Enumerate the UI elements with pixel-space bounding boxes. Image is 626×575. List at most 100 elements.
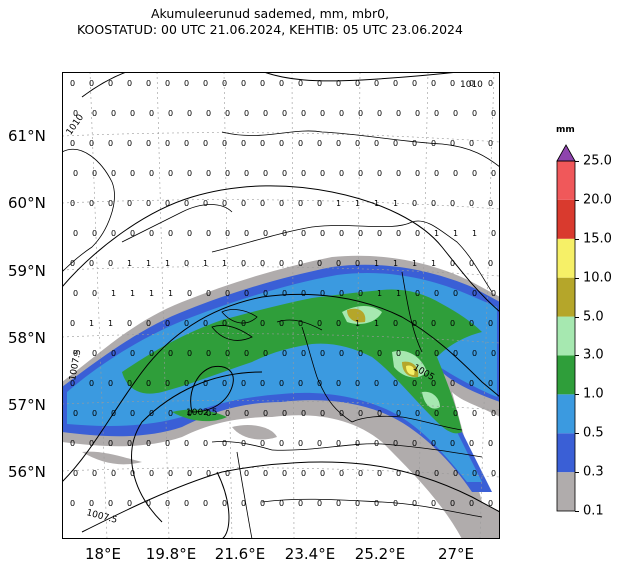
grid-value: 0: [260, 79, 265, 88]
grid-value: 1: [146, 259, 151, 268]
grid-value: 0: [434, 469, 439, 478]
grid-value: 0: [187, 289, 192, 298]
grid-value: 0: [111, 169, 116, 178]
colorbar-level-label: 20.0: [583, 192, 612, 208]
grid-value: 0: [130, 409, 135, 418]
grid-value: 0: [168, 109, 173, 118]
colorbar-segment: [557, 199, 575, 239]
grid-value: 0: [412, 379, 417, 388]
grid-value: 0: [450, 499, 455, 508]
grid-value: 0: [111, 109, 116, 118]
grid-value: 0: [187, 469, 192, 478]
grid-value: 0: [203, 79, 208, 88]
grid-value: 0: [241, 139, 246, 148]
grid-value: 0: [130, 349, 135, 358]
grid-value: 0: [168, 169, 173, 178]
grid-value: 0: [168, 349, 173, 358]
grid-value: 0: [149, 349, 154, 358]
grid-value: 0: [358, 109, 363, 118]
grid-value: 0: [260, 499, 265, 508]
grid-value: 0: [130, 229, 135, 238]
grid-value: 0: [491, 109, 496, 118]
grid-value: 1: [396, 289, 401, 298]
grid-value: 0: [488, 79, 493, 88]
grid-value: 0: [263, 409, 268, 418]
grid-value: 0: [168, 229, 173, 238]
grid-value: 0: [279, 139, 284, 148]
grid-value: 0: [469, 319, 474, 328]
grid-value: 0: [222, 319, 227, 328]
grid-value: 0: [111, 349, 116, 358]
grid-value: 0: [374, 79, 379, 88]
title-line-1: Akumuleerunud sademed, mm, mbr0,: [150, 6, 390, 21]
grid-value: 0: [73, 469, 78, 478]
grid-value: 0: [450, 139, 455, 148]
grid-value: 0: [336, 139, 341, 148]
grid-value: 0: [184, 259, 189, 268]
grid-value: 0: [491, 169, 496, 178]
grid-value: 0: [434, 409, 439, 418]
grid-value: 0: [206, 469, 211, 478]
grid-value: 0: [108, 259, 113, 268]
grid-value: 0: [431, 499, 436, 508]
grid-value: 0: [488, 139, 493, 148]
colorbar-outline: [556, 160, 576, 512]
grid-value: 0: [377, 169, 382, 178]
colorbar-tick: [575, 511, 579, 512]
grid-value: 0: [393, 439, 398, 448]
grid-value: 0: [70, 199, 75, 208]
grid-value: 0: [472, 169, 477, 178]
grid-value: 0: [92, 169, 97, 178]
map-canvas: 0 0 0 0 0 0 0 0 0 0 0 0 0 0 0 0 0 0 0 0 0 0 0 0 0 0 0 0 0 0 0 0 0 0 0 0 0 0 0 0…: [62, 72, 500, 539]
grid-value: 0: [317, 439, 322, 448]
grid-value: 0: [358, 169, 363, 178]
grid-value: 0: [225, 409, 230, 418]
colorbar-level-label: 0.3: [583, 464, 604, 480]
colorbar-tick: [575, 238, 579, 240]
grid-value: 0: [127, 319, 132, 328]
colorbar-segment: [557, 355, 575, 395]
grid-value: 0: [187, 109, 192, 118]
grid-value: 0: [206, 229, 211, 238]
grid-value: 0: [431, 319, 436, 328]
grid-value: 0: [320, 289, 325, 298]
grid-value: 0: [203, 439, 208, 448]
grid-value: 0: [225, 349, 230, 358]
grid-value: 0: [111, 469, 116, 478]
grid-value: 0: [203, 379, 208, 388]
colorbar-level-label: 5.0: [583, 309, 604, 325]
grid-value: 0: [301, 109, 306, 118]
grid-value: 0: [317, 319, 322, 328]
grid-value: 0: [374, 499, 379, 508]
grid-value: 0: [282, 469, 287, 478]
grid-value: 0: [73, 229, 78, 238]
colorbar-tick: [575, 277, 579, 279]
grid-value: 0: [472, 109, 477, 118]
grid-value: 0: [298, 79, 303, 88]
grid-value: 0: [241, 499, 246, 508]
grid-value: 0: [282, 289, 287, 298]
grid-value: 0: [146, 499, 151, 508]
grid-value: 0: [434, 289, 439, 298]
grid-value: 1: [222, 259, 227, 268]
grid-value: 0: [472, 349, 477, 358]
grid-value: 0: [358, 409, 363, 418]
grid-value: 0: [450, 259, 455, 268]
grid-value: 0: [320, 109, 325, 118]
grid-value: 0: [241, 379, 246, 388]
grid-value: 0: [488, 379, 493, 388]
grid-value: 1: [412, 259, 417, 268]
grid-value: 0: [222, 199, 227, 208]
grid-value: 0: [393, 319, 398, 328]
grid-value: 1: [434, 229, 439, 238]
grid-value: 0: [222, 79, 227, 88]
grid-value: 0: [203, 199, 208, 208]
grid-value: 0: [130, 109, 135, 118]
grid-values: 0 0 0 0 0 0 0 0 0 0 0 0 0 0 0 0 0 0 0 0 0 0 0 0 0 0 0 0 0 0 0 0 0 0 0 0 0 0 0 0…: [70, 79, 496, 508]
grid-value: 0: [393, 379, 398, 388]
colorbar-unit: mm: [556, 125, 575, 135]
grid-value: 0: [108, 379, 113, 388]
grid-value: 0: [317, 79, 322, 88]
grid-value: 0: [412, 139, 417, 148]
grid-value: 1: [111, 289, 116, 298]
